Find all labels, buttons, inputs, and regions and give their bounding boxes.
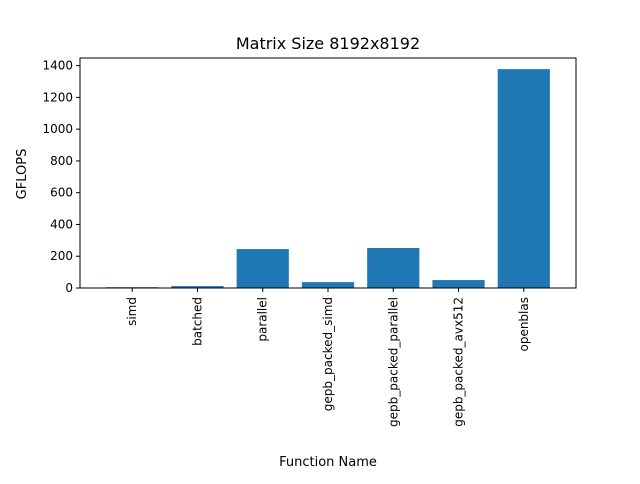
- bar-openblas: [497, 69, 550, 289]
- y-tick-label: 800: [50, 154, 73, 168]
- y-tick-label: 0: [65, 281, 73, 295]
- y-tick-label: 1000: [42, 122, 73, 136]
- x-tick-label-gepb-packed-simd: gepb_packed_simd: [321, 297, 335, 411]
- bar-parallel: [236, 249, 289, 288]
- bar-gepb-packed-parallel: [367, 247, 420, 288]
- x-tick-label-batched: batched: [190, 297, 204, 346]
- y-tick-label: 400: [50, 217, 73, 231]
- y-tick-label: 200: [50, 249, 73, 263]
- bar-gepb-packed-simd: [301, 282, 355, 288]
- y-axis-label: GFLOPS: [15, 149, 30, 200]
- x-tick-label-parallel: parallel: [256, 297, 270, 342]
- x-tick-label-gepb-packed-avx512: gepb_packed_avx512: [452, 297, 466, 427]
- x-axis-label: Function Name: [279, 455, 377, 470]
- y-tick-label: 600: [50, 186, 73, 200]
- x-tick-label-simd: simd: [125, 297, 139, 326]
- chart-title: Matrix Size 8192x8192: [236, 34, 420, 53]
- bar-batched: [171, 286, 224, 288]
- plot-area: 0 200 400 600 800 1000 1200 1400 simd batched para…: [42, 57, 577, 427]
- y-tick-label: 1400: [42, 59, 73, 73]
- x-tick-label-openblas: openblas: [517, 297, 531, 352]
- x-tick-label-gepb-packed-parallel: gepb_packed_parallel: [386, 297, 400, 427]
- bar-gepb-packed-avx512: [432, 280, 485, 288]
- y-tick-label: 1200: [42, 90, 73, 104]
